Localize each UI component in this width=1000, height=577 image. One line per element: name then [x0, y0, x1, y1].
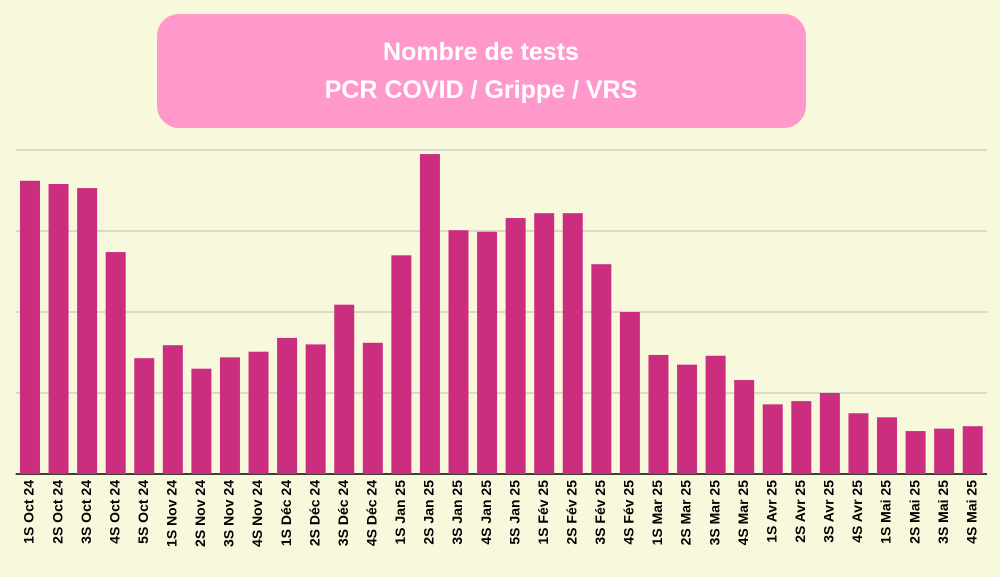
bar [162, 345, 183, 474]
bar [591, 264, 612, 474]
x-tick-label: 1S Oct 24 [21, 480, 37, 544]
x-tick-label: 1S Fév 25 [535, 480, 551, 545]
x-tick-label: 5S Jan 25 [506, 480, 522, 545]
bar [305, 344, 326, 474]
bar [448, 230, 469, 474]
bar [648, 354, 669, 474]
x-tick-label: 1S Déc 24 [278, 480, 294, 546]
x-tick-label: 3S Nov 24 [221, 480, 237, 547]
x-tick-label: 1S Mar 25 [649, 480, 665, 546]
bar [962, 426, 983, 474]
x-tick-label: 3S Oct 24 [78, 480, 94, 544]
x-tick-label: 1S Jan 25 [392, 480, 408, 545]
bar [248, 351, 269, 474]
bar [362, 342, 383, 474]
bar [562, 213, 583, 474]
x-tick-label: 4S Nov 24 [249, 480, 265, 547]
chart-title: PCR COVID / Grippe / VRS [325, 76, 638, 104]
bar [734, 380, 755, 474]
bar [848, 413, 869, 474]
bar [477, 231, 498, 474]
bar [877, 417, 898, 474]
bar [19, 180, 40, 474]
chart-title: Nombre de tests [383, 38, 579, 66]
bar [191, 368, 212, 474]
x-tick-label: 5S Oct 24 [135, 480, 151, 544]
x-tick-label: 2S Avr 25 [792, 480, 808, 543]
x-tick-label: 3S Déc 24 [335, 480, 351, 546]
bar [934, 428, 955, 474]
bar [391, 255, 412, 474]
x-tick-label: 1S Mai 25 [878, 480, 894, 544]
bar [762, 404, 783, 474]
x-tick-label: 4S Avr 25 [849, 480, 865, 543]
bar [77, 188, 98, 474]
x-tick-label: 3S Jan 25 [449, 480, 465, 545]
bar [105, 252, 126, 474]
bar [819, 393, 840, 474]
x-tick-label: 3S Mar 25 [706, 480, 722, 546]
x-tick-label: 1S Nov 24 [164, 480, 180, 547]
bar [505, 218, 526, 474]
bar [677, 364, 698, 474]
bar [791, 401, 812, 474]
bar [219, 357, 240, 474]
x-tick-label: 2S Mai 25 [906, 480, 922, 544]
bar [619, 312, 640, 474]
x-tick-label: 4S Mar 25 [735, 480, 751, 546]
x-tick-label: 2S Jan 25 [421, 480, 437, 545]
bar [419, 154, 440, 475]
title-box [157, 14, 806, 128]
bar [705, 355, 726, 474]
bar [534, 213, 555, 474]
bar [277, 337, 298, 474]
x-tick-label: 2S Nov 24 [192, 480, 208, 547]
x-tick-label: 2S Fév 25 [563, 480, 579, 545]
x-tick-label: 2S Oct 24 [49, 480, 65, 544]
x-tick-label: 3S Avr 25 [821, 480, 837, 543]
x-tick-label: 2S Mar 25 [678, 480, 694, 546]
x-tick-label: 3S Mai 25 [935, 480, 951, 544]
x-tick-label: 4S Jan 25 [478, 480, 494, 545]
bar [48, 184, 69, 474]
x-tick-label: 3S Fév 25 [592, 480, 608, 545]
x-tick-label: 4S Fév 25 [621, 480, 637, 545]
x-tick-label: 4S Oct 24 [106, 480, 122, 544]
bar [134, 358, 155, 474]
bar [334, 304, 355, 474]
bar [905, 431, 926, 474]
x-tick-label: 4S Déc 24 [363, 480, 379, 546]
x-tick-label: 4S Mai 25 [963, 480, 979, 544]
x-tick-label: 2S Déc 24 [306, 480, 322, 546]
x-tick-label: 1S Avr 25 [763, 480, 779, 543]
